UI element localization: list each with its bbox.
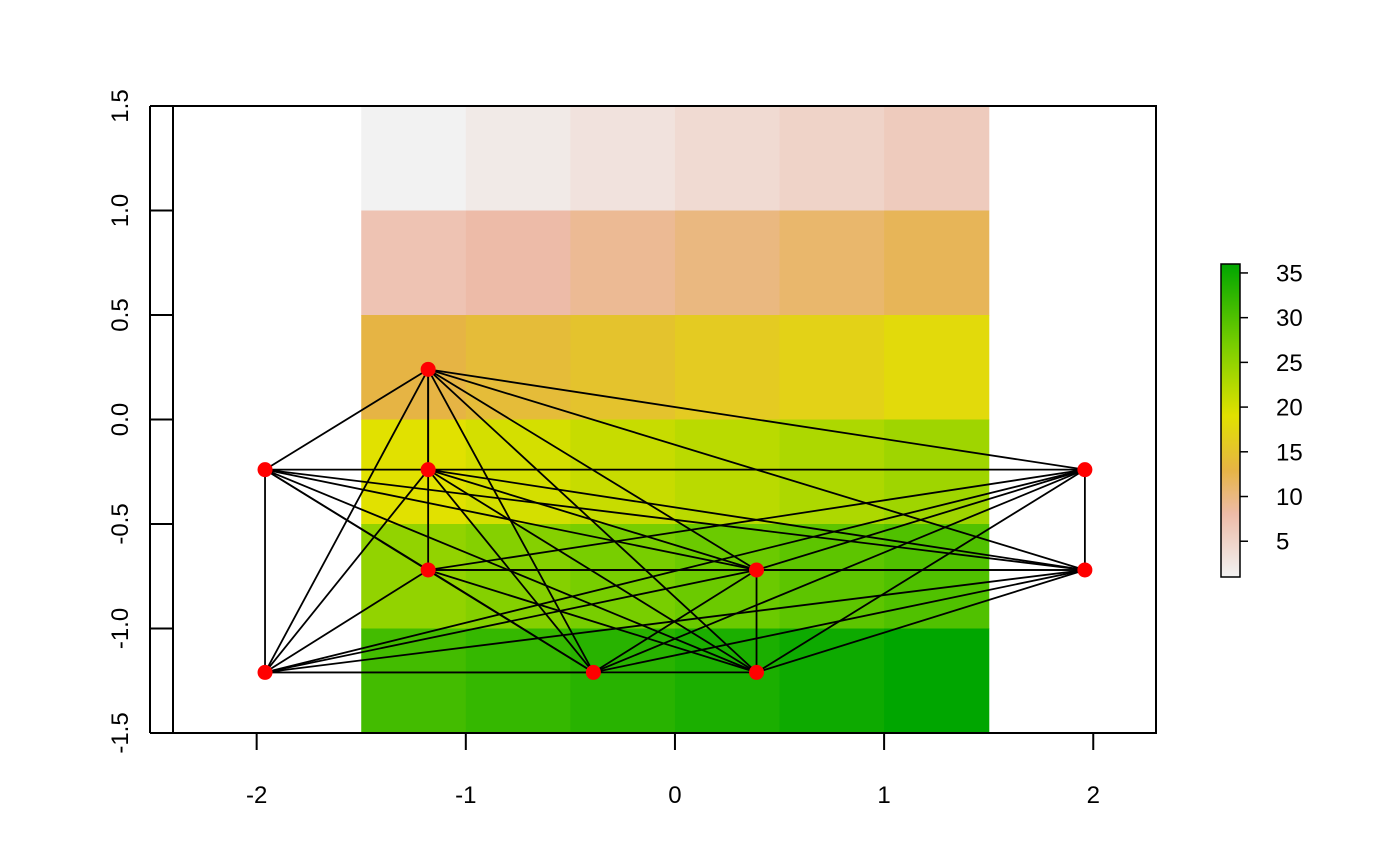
y-tick-label: -0.5 bbox=[107, 503, 134, 544]
network-edge bbox=[264, 569, 757, 674]
network-node bbox=[420, 361, 436, 377]
y-tick-label: 1.5 bbox=[107, 89, 134, 122]
raster-cell bbox=[674, 106, 781, 212]
legend-tick-label: 35 bbox=[1276, 260, 1303, 287]
network-node bbox=[420, 562, 436, 578]
legend-tick-label: 30 bbox=[1276, 305, 1303, 332]
y-axis: -1.5 -1.0 -0.5 0.0 0.5 1.0 1.5 bbox=[107, 89, 173, 754]
raster-cell bbox=[361, 628, 467, 733]
raster-cell bbox=[674, 315, 781, 421]
legend-tick-label: 25 bbox=[1276, 350, 1303, 377]
network-node bbox=[1077, 462, 1093, 478]
x-tick-label: -2 bbox=[246, 782, 267, 809]
network-edges bbox=[264, 368, 1086, 674]
network-edge bbox=[264, 469, 429, 673]
network-edge bbox=[756, 468, 1086, 571]
network-edge bbox=[427, 368, 758, 674]
network-edge bbox=[427, 468, 758, 674]
raster-cell bbox=[465, 315, 571, 421]
raster-cell bbox=[570, 106, 676, 212]
raster-cell bbox=[779, 628, 885, 733]
raster-cell bbox=[884, 524, 990, 630]
network-edge bbox=[428, 368, 1086, 471]
x-tick-label: 1 bbox=[877, 782, 890, 809]
network-node bbox=[257, 462, 273, 478]
network-edge bbox=[264, 368, 429, 471]
color-legend: 5 10 15 20 25 30 35 bbox=[1220, 260, 1303, 578]
y-tick-label: 1.0 bbox=[107, 194, 134, 227]
raster-cell bbox=[884, 210, 990, 316]
raster-cell bbox=[361, 106, 467, 212]
y-tick-label: -1.0 bbox=[107, 608, 134, 649]
raster-cell bbox=[884, 315, 990, 421]
network-node bbox=[420, 462, 436, 478]
raster-cell bbox=[361, 315, 467, 421]
raster-cell bbox=[779, 315, 885, 421]
raster-cell bbox=[465, 106, 571, 212]
y-tick-label: -1.5 bbox=[107, 712, 134, 753]
raster-cell bbox=[779, 106, 885, 212]
raster-cell bbox=[570, 419, 676, 525]
network-node bbox=[749, 664, 765, 680]
raster-cell bbox=[465, 210, 571, 316]
x-tick-label: 0 bbox=[668, 782, 681, 809]
network-node bbox=[749, 562, 765, 578]
legend-tick-label: 15 bbox=[1276, 439, 1303, 466]
network-edge bbox=[264, 368, 429, 673]
legend-ticks: 5 10 15 20 25 30 35 bbox=[1240, 260, 1303, 556]
raster-cell bbox=[884, 106, 990, 212]
raster-cell bbox=[465, 628, 571, 733]
y-tick-label: 0.5 bbox=[107, 298, 134, 331]
raster-cell bbox=[361, 419, 467, 525]
y-tick-label: 0.0 bbox=[107, 403, 134, 436]
legend-tick-label: 10 bbox=[1276, 484, 1303, 511]
raster-cell bbox=[884, 419, 990, 525]
network-edge bbox=[427, 569, 757, 674]
raster-cell bbox=[884, 628, 990, 733]
raster-cell bbox=[570, 210, 676, 316]
raster-cell bbox=[465, 524, 571, 630]
legend-color-bar bbox=[1220, 263, 1241, 578]
network-edge bbox=[756, 569, 1086, 674]
raster-cell bbox=[361, 210, 467, 316]
network-edge bbox=[427, 468, 757, 571]
raster-cell bbox=[570, 315, 676, 421]
network-edge bbox=[427, 469, 595, 673]
network-edge bbox=[264, 468, 1086, 674]
network-edge bbox=[428, 468, 1086, 571]
raster-cell bbox=[779, 210, 885, 316]
network-node bbox=[257, 664, 273, 680]
network-edge bbox=[593, 468, 1086, 674]
raster-cell bbox=[674, 210, 781, 316]
x-tick-label: -1 bbox=[455, 782, 476, 809]
network-edge bbox=[756, 468, 1086, 674]
x-axis: -2 -1 0 1 2 bbox=[246, 732, 1100, 809]
x-tick-label: 2 bbox=[1087, 782, 1100, 809]
legend-tick-label: 20 bbox=[1276, 395, 1303, 422]
legend-tick-label: 5 bbox=[1276, 529, 1289, 556]
network-edge bbox=[264, 569, 429, 674]
network-node bbox=[1077, 562, 1093, 578]
network-node bbox=[585, 664, 601, 680]
network-edge bbox=[592, 569, 758, 674]
network-nodes bbox=[257, 361, 1093, 680]
